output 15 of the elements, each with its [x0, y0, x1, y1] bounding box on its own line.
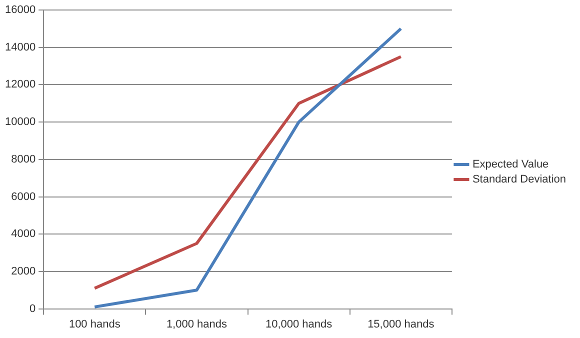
y-tick-label: 12000 [4, 78, 36, 91]
y-tick-label: 10000 [4, 116, 36, 128]
y-tick-label: 6000 [11, 190, 36, 203]
y-tick-label: 2000 [11, 265, 36, 278]
y-tick-label: 16000 [4, 4, 36, 16]
x-tick-label: 15,000 hands [368, 318, 435, 330]
x-tick-label: 100 hands [68, 318, 121, 330]
y-tick-label: 14000 [4, 41, 36, 54]
x-tick-label: 1,000 hands [166, 318, 228, 330]
legend-label: Expected Value [472, 158, 549, 171]
x-tick-label: 10,000 hands [265, 318, 333, 330]
y-tick-label: 0 [29, 302, 36, 315]
y-tick-label: 8000 [11, 153, 36, 166]
y-tick-label: 4000 [11, 228, 36, 240]
legend-label: Standard Deviation [472, 174, 566, 186]
